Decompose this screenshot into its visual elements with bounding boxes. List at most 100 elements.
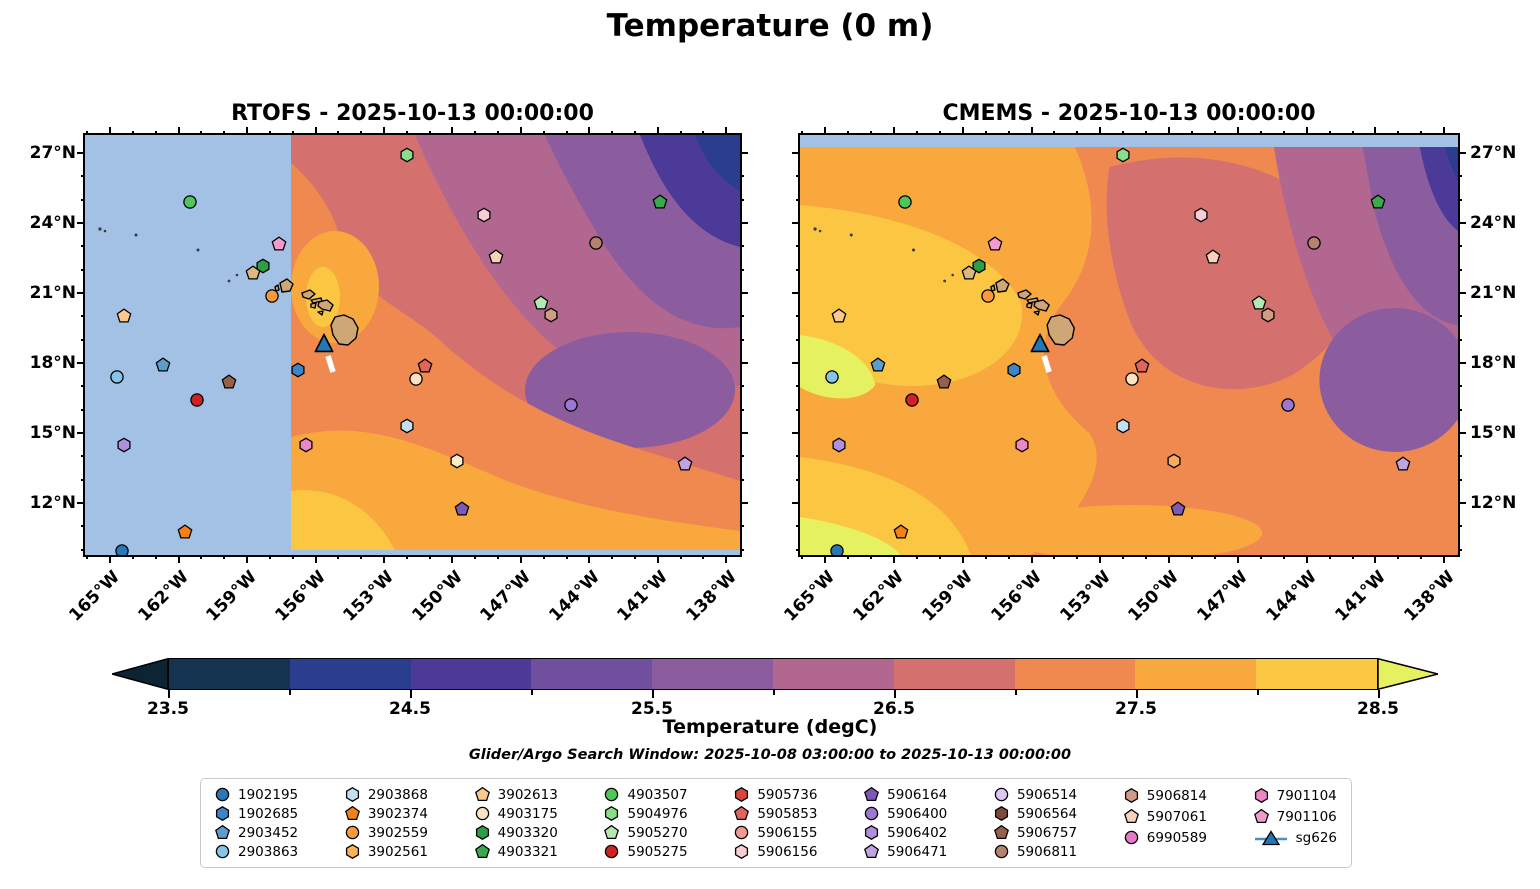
axis-tick (656, 555, 659, 563)
legend-item-2903868: 2903868 (345, 786, 428, 803)
y-tick-label: 24°N (29, 212, 76, 233)
axis-tick (634, 555, 637, 559)
legend-item-5906155: 5906155 (734, 824, 817, 841)
axis-tick (740, 455, 744, 458)
axis-tick (1458, 315, 1462, 318)
axis-tick (824, 555, 827, 563)
float-marker (182, 194, 197, 209)
float-marker (1370, 194, 1386, 209)
axis-tick (77, 291, 85, 294)
axis-tick (740, 431, 748, 434)
float-marker (987, 236, 1003, 251)
float-marker (1205, 249, 1221, 264)
axis-tick (588, 555, 591, 563)
legend-item-5906156: 5906156 (734, 843, 817, 860)
legend-item-5906814: 5906814 (1124, 786, 1207, 805)
axis-tick (337, 555, 340, 559)
float-marker (408, 372, 423, 387)
legend-item-5905275: 5905275 (604, 843, 688, 860)
axis-tick (1458, 245, 1462, 248)
axis-tick (1458, 455, 1462, 458)
float-marker (1116, 418, 1131, 434)
legend-item-5906164: 5906164 (864, 786, 947, 803)
map-panel-rtofs (77, 127, 748, 563)
legend-item-5906402: 5906402 (864, 824, 947, 841)
axis-tick (291, 555, 294, 559)
legend-item-7901104: 7901104 (1254, 786, 1337, 805)
legend-label: 5906400 (887, 805, 948, 822)
axis-tick (1458, 268, 1462, 271)
axis-tick (656, 127, 659, 135)
axis-tick (740, 221, 748, 224)
axis-tick (1458, 221, 1466, 224)
axis-tick (740, 361, 748, 364)
float-marker (898, 194, 913, 209)
axis-tick (588, 127, 591, 135)
legend-item-sg626: sg626 (1254, 828, 1337, 847)
legend-item-5905270: 5905270 (604, 824, 688, 841)
axis-tick (1053, 555, 1056, 559)
y-tick-label: 15°N (29, 422, 76, 443)
x-tick-label: 138°W (1399, 567, 1459, 626)
float-marker (831, 437, 846, 453)
figure-title: Temperature (0 m) (606, 8, 934, 44)
axis-tick (740, 198, 744, 201)
axis-tick (77, 151, 85, 154)
axis-tick (740, 548, 744, 551)
colorbar-tick (1257, 690, 1259, 695)
x-tick-label: 162°W (134, 567, 193, 626)
axis-tick (702, 555, 705, 559)
float-marker (1015, 437, 1030, 453)
axis-tick (1282, 555, 1285, 559)
legend-label: 4903321 (497, 843, 558, 860)
axis-tick (1168, 555, 1171, 563)
axis-tick (1099, 127, 1102, 135)
axis-tick (77, 361, 85, 364)
x-tick-label: 147°W (476, 567, 536, 626)
axis-tick (519, 127, 522, 135)
colorbar-segment (410, 659, 532, 689)
colorbar-tick (894, 690, 896, 698)
legend-label: 2903452 (238, 824, 299, 841)
axis-tick (1076, 555, 1079, 559)
colorbar-segment (169, 659, 290, 689)
float-marker (488, 249, 504, 264)
axis-tick (740, 151, 748, 154)
axis-tick (824, 127, 827, 135)
axis-tick (1007, 555, 1010, 559)
axis-tick (961, 127, 964, 135)
colorbar-tick (652, 690, 654, 698)
legend-item-1902685: 1902685 (215, 805, 298, 822)
legend-label: 3902561 (367, 843, 428, 860)
axis-tick (154, 555, 157, 559)
hawaiian-islands-rtofs (98, 227, 359, 373)
axis-tick (565, 555, 568, 559)
axis-tick (474, 555, 477, 559)
colorbar (112, 658, 1438, 690)
legend-column: 1902195 1902685 2903452 2903863 (215, 786, 298, 860)
axis-tick (1458, 408, 1462, 411)
legend-label: 5906156 (757, 843, 818, 860)
legend-item-5907061: 5907061 (1123, 807, 1207, 826)
axis-tick (1351, 555, 1354, 559)
legend-item-5906514: 5906514 (994, 786, 1077, 803)
float-marker (533, 295, 549, 311)
colorbar-tick-label: 24.5 (389, 699, 431, 719)
colorbar-segment (289, 659, 411, 689)
axis-tick (1458, 198, 1462, 201)
axis-tick (1213, 555, 1216, 559)
axis-tick (1458, 175, 1462, 178)
legend-label: 4903175 (497, 805, 558, 822)
colorbar-tick-label: 26.5 (873, 699, 915, 719)
axis-tick (1328, 555, 1331, 559)
axis-tick (1236, 555, 1239, 563)
legend-column: 5906814 5907061 6990589 (1123, 786, 1207, 860)
axis-tick (893, 555, 895, 563)
y-tick-label: 27°N (1470, 142, 1517, 163)
axis-tick (1420, 555, 1423, 559)
legend-label: 3902613 (497, 786, 558, 803)
colorbar-tick (168, 690, 170, 698)
colorbar-over-arrow (1378, 658, 1438, 690)
axis-tick (740, 315, 744, 318)
float-marker (221, 373, 237, 389)
